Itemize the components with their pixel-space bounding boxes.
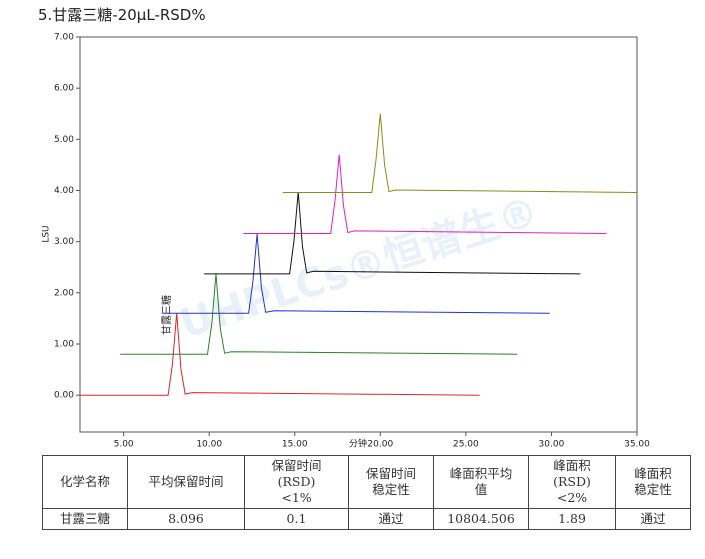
x-tick-label: 15.00 <box>282 440 308 450</box>
y-tick-label: 2.00 <box>54 288 74 298</box>
y-axis-label: LSU <box>42 225 52 242</box>
chart: LSU 分钟 甘露三糖 UHPLCs®恒谱生® 5.00 10.00 15.00 20… <box>42 33 651 450</box>
watermark: UHPLCs®恒谱生® <box>174 188 544 347</box>
table-cell: 8.096 <box>127 508 245 530</box>
trace <box>80 313 480 396</box>
page-title: 5.甘露三糖-20μL-RSD% <box>38 6 206 24</box>
x-tick-label: 5.00 <box>114 440 134 450</box>
y-tick-label: 3.00 <box>54 237 74 247</box>
table-cell: 甘露三糖 <box>42 508 128 530</box>
table-cell: 峰面积 稳定性 <box>615 455 691 509</box>
trace <box>163 233 550 314</box>
y-tick-label: 5.00 <box>54 135 74 145</box>
trace <box>120 273 518 355</box>
y-tick-label: 6.00 <box>54 84 74 94</box>
x-tick-label: 20.00 <box>367 440 393 450</box>
table-cell: 峰面积 (RSD) <2% <box>528 455 616 509</box>
table-cell: 保留时间 稳定性 <box>348 455 434 509</box>
table-cell: 0.1 <box>244 508 349 530</box>
trace <box>243 154 607 234</box>
x-axis-label: 分钟 <box>349 438 367 450</box>
table-cell: 10804.506 <box>433 508 529 530</box>
annotation: 甘露三糖 <box>160 295 173 335</box>
x-tick-label: 35.00 <box>624 440 650 450</box>
y-tick-label: 0.00 <box>54 391 74 401</box>
x-tick-label: 25.00 <box>453 440 479 450</box>
x-tick-label: 10.00 <box>196 440 222 450</box>
table-cell: 通过 <box>615 508 691 530</box>
trace <box>282 113 638 193</box>
table-cell: 平均保留时间 <box>127 455 245 509</box>
y-tick-label: 4.00 <box>54 186 74 196</box>
table: 化学名称 平均保留时间 保留时间 (RSD) <1% 保留时间 稳定性 峰面积平均 值峰… <box>42 455 691 530</box>
plot-frame <box>79 36 638 433</box>
table-cell: 通过 <box>348 508 434 530</box>
y-tick-label: 1.00 <box>54 339 74 349</box>
table-cell: 峰面积平均 值 <box>433 455 529 509</box>
y-tick-label: 7.00 <box>54 33 74 43</box>
table-cell: 化学名称 <box>42 455 128 509</box>
x-tick-label: 30.00 <box>539 440 565 450</box>
table-cell: 1.89 <box>528 508 616 530</box>
trace <box>204 191 581 275</box>
table-cell: 保留时间 (RSD) <1% <box>244 455 349 509</box>
